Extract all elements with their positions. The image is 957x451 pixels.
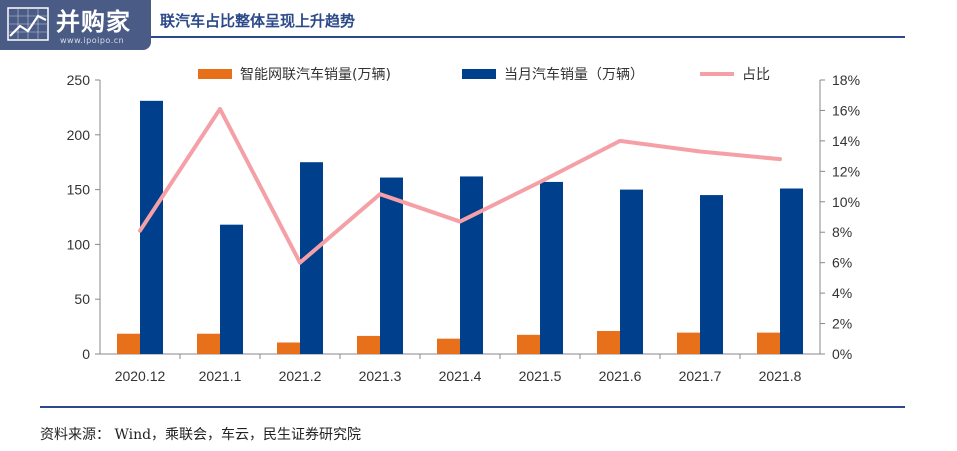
y-right-tick-label: 16% (832, 102, 860, 118)
y-left-tick-label: 50 (74, 291, 90, 307)
smart-car-bar (197, 333, 220, 354)
y-right-tick-label: 14% (832, 133, 860, 149)
x-tick-label: 2020.12 (115, 368, 166, 384)
total-sales-bar (540, 181, 563, 354)
smart-car-bar (677, 332, 700, 354)
total-sales-bar (300, 162, 323, 354)
source-note: 资料来源： Wind，乘联会，车云，民生证券研究院 (40, 427, 362, 443)
y-left-tick-label: 0 (82, 346, 90, 362)
legend-swatch (462, 69, 496, 79)
smart-car-bar (517, 334, 540, 354)
chart-logo-icon (7, 7, 49, 41)
x-tick-label: 2021.7 (679, 368, 722, 384)
x-tick-label: 2021.3 (359, 368, 402, 384)
total-sales-bar (780, 188, 803, 354)
total-sales-bar (220, 224, 243, 354)
smart-car-bar (117, 333, 140, 354)
smart-car-bar (597, 330, 620, 354)
y-right-tick-label: 2% (832, 316, 852, 332)
x-tick-label: 2021.1 (199, 368, 242, 384)
legend-label: 占比 (742, 67, 770, 83)
smart-car-bar (437, 338, 460, 354)
x-tick-label: 2021.6 (599, 368, 642, 384)
x-tick-label: 2021.4 (439, 368, 482, 384)
total-sales-bar (620, 189, 643, 354)
y-right-tick-label: 4% (832, 285, 852, 301)
total-sales-bar (380, 177, 403, 354)
total-sales-bar (700, 195, 723, 354)
legend-label: 当月汽车销量（万辆） (504, 66, 644, 83)
smart-car-bar (357, 335, 380, 354)
smart-car-bar (277, 342, 300, 354)
share-line (138, 106, 782, 265)
legend-label: 智能网联汽车销量(万辆) (240, 66, 391, 83)
total-sales-bar (140, 100, 163, 354)
total-sales-bar (460, 176, 483, 354)
logo-text: 并购家 (56, 8, 131, 36)
x-tick-label: 2021.2 (279, 368, 322, 384)
y-left-tick-label: 200 (67, 127, 91, 143)
logo-url: www.ipoipo.cn (60, 36, 125, 45)
y-left-tick-label: 250 (67, 72, 91, 88)
y-right-tick-label: 12% (832, 163, 860, 179)
x-tick-label: 2021.8 (759, 368, 802, 384)
x-tick-label: 2021.5 (519, 368, 562, 384)
y-left-tick-label: 150 (67, 182, 91, 198)
y-right-tick-label: 8% (832, 224, 852, 240)
y-right-tick-label: 10% (832, 194, 860, 210)
smart-car-bar (757, 332, 780, 354)
y-right-tick-label: 0% (832, 346, 852, 362)
logo: 并购家 www.ipoipo.cn (0, 0, 151, 50)
legend-swatch (198, 69, 232, 79)
y-right-tick-label: 18% (832, 72, 860, 88)
chart-title: 联汽车占比整体呈现上升趋势 (160, 12, 356, 30)
y-left-tick-label: 100 (67, 236, 91, 252)
y-right-tick-label: 6% (832, 255, 852, 271)
